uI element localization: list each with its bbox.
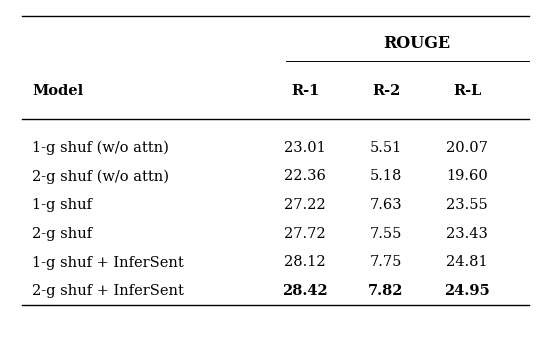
Text: 28.42: 28.42 xyxy=(282,284,328,298)
Text: 23.43: 23.43 xyxy=(446,227,488,241)
Text: 19.60: 19.60 xyxy=(446,169,488,183)
Text: R-1: R-1 xyxy=(291,84,319,98)
Text: 7.55: 7.55 xyxy=(370,227,402,241)
Text: 1-g shuf (w/o attn): 1-g shuf (w/o attn) xyxy=(32,140,169,155)
Text: 2-g shuf + InferSent: 2-g shuf + InferSent xyxy=(32,284,184,298)
Text: 7.75: 7.75 xyxy=(370,256,402,270)
Text: 1-g shuf + InferSent: 1-g shuf + InferSent xyxy=(32,256,184,270)
Text: 24.81: 24.81 xyxy=(446,256,488,270)
Text: 28.12: 28.12 xyxy=(284,256,326,270)
Text: Model: Model xyxy=(32,84,84,98)
Text: 24.95: 24.95 xyxy=(444,284,490,298)
Text: 23.55: 23.55 xyxy=(446,198,488,212)
Text: 22.36: 22.36 xyxy=(284,169,326,183)
Text: 1-g shuf: 1-g shuf xyxy=(32,198,92,212)
Text: 7.63: 7.63 xyxy=(370,198,402,212)
Text: ROUGE: ROUGE xyxy=(383,35,451,52)
Text: 5.18: 5.18 xyxy=(370,169,402,183)
Text: 5.51: 5.51 xyxy=(370,141,402,155)
Text: 27.72: 27.72 xyxy=(284,227,326,241)
Text: R-2: R-2 xyxy=(372,84,400,98)
Text: 27.22: 27.22 xyxy=(284,198,326,212)
Text: R-L: R-L xyxy=(453,84,481,98)
Text: 7.82: 7.82 xyxy=(368,284,404,298)
Text: 2-g shuf (w/o attn): 2-g shuf (w/o attn) xyxy=(32,169,170,184)
Text: 2-g shuf: 2-g shuf xyxy=(32,227,92,241)
Text: 23.01: 23.01 xyxy=(284,141,326,155)
Text: 20.07: 20.07 xyxy=(446,141,488,155)
